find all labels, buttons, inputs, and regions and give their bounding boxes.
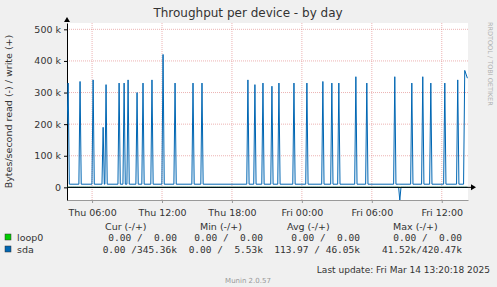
x-grid-line: [441, 23, 442, 200]
x-tick: Thu 12:00: [137, 200, 186, 218]
legend-swatch: [5, 234, 11, 240]
legend-stat: 113.97 / 46.05k: [274, 244, 360, 255]
y-tick: 100 k: [34, 150, 67, 161]
legend-label: sda: [17, 244, 34, 255]
legend-stat: 0.00 / 0.00: [108, 232, 177, 243]
x-axis-line: [68, 200, 469, 201]
y-tick-mark: [64, 29, 67, 30]
x-tick-mark: [232, 200, 233, 203]
legend-swatch: [5, 246, 11, 252]
y-tick-label: 100 k: [34, 150, 61, 161]
y-tick: 300 k: [34, 87, 67, 98]
plot-marks: [67, 54, 467, 200]
y-tick-label: 400 k: [34, 55, 61, 66]
y-grid-line: [67, 29, 468, 30]
watermark: RRDTOOL / TOBI OETIKER: [486, 22, 494, 106]
x-tick: Fri 00:00: [282, 200, 324, 218]
x-tick: Fri 12:00: [421, 200, 463, 218]
x-tick: Thu 18:00: [207, 200, 256, 218]
x-tick-mark: [92, 200, 93, 203]
y-tick-mark: [64, 124, 67, 125]
y-tick-label: 200 k: [34, 119, 61, 130]
y-arrow: [64, 17, 70, 22]
plot-background: [67, 23, 468, 200]
legend: Cur (-/+) Min (-/+) Avg (-/+) Max (-/+) loop…: [5, 221, 462, 255]
legend-column-header: Avg (-/+): [287, 221, 330, 232]
y-tick: 400 k: [34, 55, 67, 66]
x-tick-label: Fri 12:00: [421, 207, 463, 218]
x-tick-mark: [302, 200, 303, 203]
y-grid-line: [67, 60, 468, 61]
x-arrow: [471, 184, 476, 190]
y-axis-title: Bytes/second read (-) / write (+): [3, 35, 14, 189]
x-tick-label: Thu 18:00: [207, 207, 256, 218]
y-tick-label: 300 k: [34, 87, 61, 98]
x-tick-label: Thu 06:00: [67, 207, 116, 218]
y-tick: 200 k: [34, 119, 67, 130]
x-tick: Fri 06:00: [351, 200, 393, 218]
legend-stat: 0.00 / 0.00: [194, 232, 263, 243]
x-tick-mark: [372, 200, 373, 203]
zero-line: [67, 187, 472, 188]
legend-label: loop0: [17, 232, 43, 243]
x-grid-line: [301, 23, 302, 200]
x-tick: Thu 06:00: [67, 200, 116, 218]
legend-stat: 0.00 / 0.00: [393, 232, 462, 243]
y-tick-mark: [64, 187, 67, 188]
series-line: [67, 54, 467, 184]
y-grid-line: [67, 92, 468, 93]
y-tick: 0: [55, 182, 67, 193]
y-tick: 500 k: [34, 24, 67, 35]
x-tick-label: Thu 12:00: [137, 207, 186, 218]
legend-column-header: Min (-/+): [200, 221, 242, 232]
x-tick-mark: [442, 200, 443, 203]
y-axis: 0 100 k 200 k 300 k 400 k 500 k: [34, 24, 67, 201]
legend-stat: 0.00 / 5.53k: [189, 244, 264, 255]
x-grid-line: [231, 23, 232, 200]
series-read-line: [67, 187, 467, 200]
legend-stat: 0.00 / 0.00: [291, 232, 360, 243]
title: Throughput per device - by day: [152, 6, 342, 20]
last-update: Last update: Fri Mar 14 13:20:18 2025: [317, 265, 490, 275]
chart-container: Thu 06:00 Thu 12:00 Thu 18:00 Fri 00:00 Fri …: [0, 0, 497, 287]
x-tick-mark: [162, 200, 163, 203]
footer: Munin 2.0.57: [225, 277, 271, 285]
x-tick-label: Fri 06:00: [351, 207, 393, 218]
y-tick-mark: [64, 156, 67, 157]
legend-column-header: Cur (-/+): [105, 221, 147, 232]
x-axis: Thu 06:00 Thu 12:00 Thu 18:00 Fri 00:00 Fri …: [67, 200, 468, 218]
legend-column-header: Max (-/+): [393, 221, 438, 232]
x-grid-line: [371, 23, 372, 200]
legend-stat: 41.52k/420.47k: [382, 244, 462, 255]
chart-svg: Thu 06:00 Thu 12:00 Thu 18:00 Fri 00:00 Fri …: [0, 0, 497, 287]
grid: [67, 23, 468, 200]
y-tick-mark: [64, 61, 67, 62]
y-tick-mark: [64, 93, 67, 94]
background: [0, 0, 497, 287]
legend-stat: 0.00 /345.36k: [103, 244, 178, 255]
y-tick-label: 500 k: [34, 24, 61, 35]
y-tick-label: 0: [55, 182, 61, 193]
x-tick-label: Fri 00:00: [282, 207, 324, 218]
